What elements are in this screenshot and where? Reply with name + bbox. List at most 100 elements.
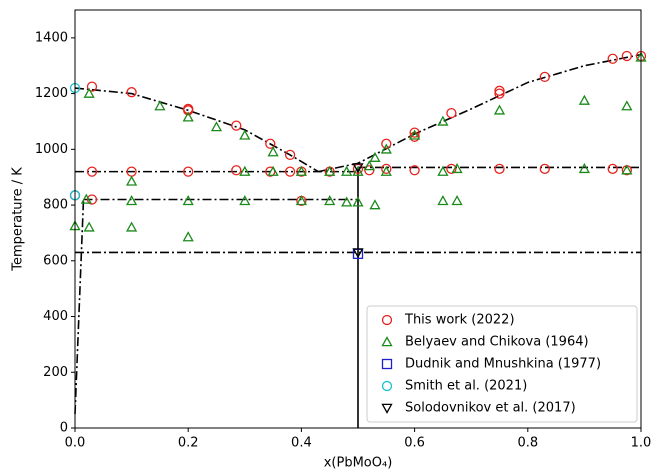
data-point <box>125 221 138 232</box>
data-point <box>451 163 463 174</box>
data-point <box>284 149 296 161</box>
data-point <box>324 195 336 206</box>
x-axis-label: x(PbMoO₄) <box>324 456 393 471</box>
data-point <box>578 163 591 174</box>
legend-marker <box>381 403 393 414</box>
phase-boundary <box>74 87 319 173</box>
legend-marker <box>381 314 393 326</box>
data-point <box>621 50 632 62</box>
data-point <box>265 138 276 149</box>
data-point <box>324 165 336 176</box>
x-tick-label: 0.6 <box>404 436 425 451</box>
data-point <box>352 165 364 176</box>
data-point <box>409 165 420 176</box>
data-point <box>284 166 296 177</box>
data-point <box>80 193 92 204</box>
legend-label: Solodovnikov et al. (2017) <box>405 401 576 416</box>
data-point <box>183 166 194 177</box>
plot-frame <box>74 9 642 429</box>
data-point <box>451 195 463 206</box>
data-point <box>83 221 95 232</box>
data-point <box>539 71 550 83</box>
data-point <box>494 88 505 99</box>
data-point <box>182 195 194 206</box>
data-point <box>86 81 98 92</box>
legend-label: Dudnik and Mnushkina (1977) <box>405 357 601 372</box>
data-point <box>493 104 506 115</box>
legend-label: Belyaev and Chikova (1964) <box>405 335 589 350</box>
data-point <box>295 165 308 176</box>
data-point <box>494 163 505 174</box>
legend-marker <box>381 358 393 370</box>
y-tick-label: 800 <box>43 198 68 213</box>
data-point <box>154 100 166 111</box>
data-point <box>210 121 223 132</box>
y-tick-label: 200 <box>43 365 68 380</box>
data-point <box>239 195 251 206</box>
data-point <box>381 138 392 149</box>
data-point <box>363 160 375 171</box>
x-tick-label: 1.0 <box>631 436 652 451</box>
y-tick-label: 1200 <box>35 86 68 101</box>
data-point <box>409 131 420 142</box>
y-tick-label: 400 <box>43 309 68 324</box>
data-point <box>231 120 242 131</box>
data-point <box>83 87 95 98</box>
data-point <box>182 111 194 122</box>
data-point <box>446 107 457 119</box>
data-point <box>539 163 550 174</box>
data-point <box>437 115 449 126</box>
data-point <box>409 127 420 138</box>
data-point <box>446 163 457 174</box>
data-point <box>381 163 392 174</box>
data-point <box>126 87 137 98</box>
data-point <box>86 194 98 205</box>
data-point <box>341 196 353 207</box>
phase-boundary <box>318 53 642 173</box>
legend-label: This work (2022) <box>404 313 515 328</box>
y-axis-label: Temperature / K <box>11 167 26 272</box>
data-point <box>86 166 98 177</box>
data-point <box>437 195 449 206</box>
data-point <box>578 94 591 105</box>
data-point <box>341 165 353 176</box>
data-point <box>267 165 279 176</box>
y-tick-label: 600 <box>43 253 68 268</box>
data-point <box>265 166 276 177</box>
x-tick-label: 0.8 <box>517 436 538 451</box>
x-tick-label: 0.0 <box>65 436 86 451</box>
data-point <box>352 163 364 174</box>
data-point <box>607 53 618 64</box>
y-tick-label: 0 <box>60 421 68 436</box>
data-point <box>380 165 392 176</box>
legend-box <box>366 305 638 423</box>
data-point <box>295 195 308 206</box>
data-point <box>494 85 505 96</box>
x-tick-label: 0.4 <box>291 436 312 451</box>
y-tick-label: 1000 <box>35 142 68 157</box>
phase-boundary <box>74 199 85 415</box>
data-point <box>183 105 194 116</box>
legend-marker <box>381 336 393 347</box>
data-point <box>125 175 138 186</box>
data-point <box>125 195 138 206</box>
data-point <box>380 143 392 154</box>
data-point <box>621 100 633 111</box>
data-point <box>369 199 381 210</box>
x-tick-label: 0.2 <box>178 436 199 451</box>
data-point <box>182 231 194 242</box>
data-point <box>621 164 633 175</box>
data-point <box>607 163 618 174</box>
data-point <box>239 165 251 176</box>
data-point <box>437 165 449 176</box>
data-point <box>267 146 279 157</box>
legend-marker <box>381 380 393 392</box>
data-point <box>369 151 381 162</box>
data-point <box>408 129 421 140</box>
data-point <box>231 165 242 176</box>
y-tick-label: 1400 <box>35 30 68 45</box>
data-point <box>352 196 364 207</box>
legend-label: Smith et al. (2021) <box>405 379 527 394</box>
data-point <box>352 248 364 259</box>
